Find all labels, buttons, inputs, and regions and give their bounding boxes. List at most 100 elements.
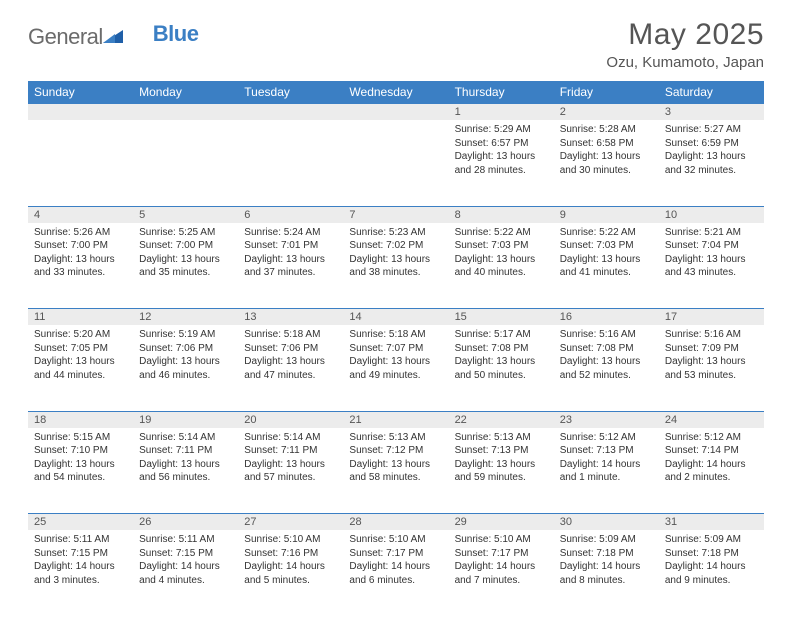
day-number: 8	[449, 207, 554, 223]
day-cell: Sunrise: 5:10 AMSunset: 7:17 PMDaylight:…	[449, 530, 554, 616]
location-text: Ozu, Kumamoto, Japan	[606, 54, 764, 71]
week-body-row: Sunrise: 5:26 AMSunset: 7:00 PMDaylight:…	[28, 223, 764, 309]
day-number-cell: 8	[449, 206, 554, 223]
sunrise-text: Sunrise: 5:11 AM	[139, 533, 232, 547]
day-cell: Sunrise: 5:13 AMSunset: 7:12 PMDaylight:…	[343, 428, 448, 514]
day-cell-body: Sunrise: 5:26 AMSunset: 7:00 PMDaylight:…	[28, 223, 133, 284]
day-number	[28, 104, 133, 108]
sunset-text: Sunset: 7:08 PM	[455, 342, 548, 356]
day-cell	[28, 120, 133, 206]
day-number: 19	[133, 412, 238, 428]
day-number-cell: 23	[554, 411, 659, 428]
sunset-text: Sunset: 7:06 PM	[244, 342, 337, 356]
day-cell-body: Sunrise: 5:11 AMSunset: 7:15 PMDaylight:…	[133, 530, 238, 591]
day-number-cell	[28, 104, 133, 121]
day-cell-body: Sunrise: 5:13 AMSunset: 7:13 PMDaylight:…	[449, 428, 554, 489]
day-number: 27	[238, 514, 343, 530]
day-number-cell	[343, 104, 448, 121]
sunrise-text: Sunrise: 5:19 AM	[139, 328, 232, 342]
day-number: 13	[238, 309, 343, 325]
sunrise-text: Sunrise: 5:13 AM	[349, 431, 442, 445]
day-header: Tuesday	[238, 81, 343, 104]
sunrise-text: Sunrise: 5:09 AM	[665, 533, 758, 547]
day-number: 28	[343, 514, 448, 530]
daylight-text: Daylight: 13 hours and 59 minutes.	[455, 458, 548, 485]
day-number-cell: 13	[238, 309, 343, 326]
day-number: 10	[659, 207, 764, 223]
sunset-text: Sunset: 7:07 PM	[349, 342, 442, 356]
day-number-cell: 2	[554, 104, 659, 121]
day-cell: Sunrise: 5:09 AMSunset: 7:18 PMDaylight:…	[554, 530, 659, 616]
sunset-text: Sunset: 7:03 PM	[455, 239, 548, 253]
sunset-text: Sunset: 7:15 PM	[139, 547, 232, 561]
day-number-cell: 5	[133, 206, 238, 223]
day-number: 11	[28, 309, 133, 325]
day-cell-body: Sunrise: 5:24 AMSunset: 7:01 PMDaylight:…	[238, 223, 343, 284]
day-cell-body: Sunrise: 5:19 AMSunset: 7:06 PMDaylight:…	[133, 325, 238, 386]
day-cell-body: Sunrise: 5:10 AMSunset: 7:17 PMDaylight:…	[343, 530, 448, 591]
day-cell: Sunrise: 5:23 AMSunset: 7:02 PMDaylight:…	[343, 223, 448, 309]
day-cell: Sunrise: 5:20 AMSunset: 7:05 PMDaylight:…	[28, 325, 133, 411]
sunset-text: Sunset: 7:13 PM	[455, 444, 548, 458]
sunset-text: Sunset: 7:00 PM	[34, 239, 127, 253]
sunset-text: Sunset: 7:00 PM	[139, 239, 232, 253]
logo-triangle-icon	[103, 27, 123, 48]
day-cell-body: Sunrise: 5:12 AMSunset: 7:13 PMDaylight:…	[554, 428, 659, 489]
sunrise-text: Sunrise: 5:17 AM	[455, 328, 548, 342]
day-number	[238, 104, 343, 108]
week-daynum-row: 123	[28, 104, 764, 121]
day-number: 17	[659, 309, 764, 325]
day-number-cell: 7	[343, 206, 448, 223]
day-cell-body: Sunrise: 5:17 AMSunset: 7:08 PMDaylight:…	[449, 325, 554, 386]
sunset-text: Sunset: 7:16 PM	[244, 547, 337, 561]
day-cell-body	[238, 120, 343, 127]
logo-text-general: General	[28, 24, 103, 50]
daylight-text: Daylight: 13 hours and 50 minutes.	[455, 355, 548, 382]
day-number: 9	[554, 207, 659, 223]
day-number-cell: 24	[659, 411, 764, 428]
day-number: 16	[554, 309, 659, 325]
logo: General Blue	[28, 18, 198, 50]
day-number-cell: 20	[238, 411, 343, 428]
day-number-cell: 3	[659, 104, 764, 121]
day-cell: Sunrise: 5:27 AMSunset: 6:59 PMDaylight:…	[659, 120, 764, 206]
day-cell: Sunrise: 5:12 AMSunset: 7:14 PMDaylight:…	[659, 428, 764, 514]
day-number	[343, 104, 448, 108]
daylight-text: Daylight: 14 hours and 5 minutes.	[244, 560, 337, 587]
day-cell: Sunrise: 5:18 AMSunset: 7:07 PMDaylight:…	[343, 325, 448, 411]
sunset-text: Sunset: 7:09 PM	[665, 342, 758, 356]
daylight-text: Daylight: 13 hours and 41 minutes.	[560, 253, 653, 280]
sunrise-text: Sunrise: 5:28 AM	[560, 123, 653, 137]
sunset-text: Sunset: 7:18 PM	[665, 547, 758, 561]
sunset-text: Sunset: 7:14 PM	[665, 444, 758, 458]
day-cell: Sunrise: 5:11 AMSunset: 7:15 PMDaylight:…	[28, 530, 133, 616]
day-number-cell: 31	[659, 514, 764, 531]
sunrise-text: Sunrise: 5:14 AM	[139, 431, 232, 445]
daylight-text: Daylight: 14 hours and 8 minutes.	[560, 560, 653, 587]
sunrise-text: Sunrise: 5:22 AM	[560, 226, 653, 240]
daylight-text: Daylight: 13 hours and 53 minutes.	[665, 355, 758, 382]
day-cell: Sunrise: 5:11 AMSunset: 7:15 PMDaylight:…	[133, 530, 238, 616]
day-number: 20	[238, 412, 343, 428]
day-cell-body: Sunrise: 5:20 AMSunset: 7:05 PMDaylight:…	[28, 325, 133, 386]
day-cell-body: Sunrise: 5:23 AMSunset: 7:02 PMDaylight:…	[343, 223, 448, 284]
daylight-text: Daylight: 14 hours and 4 minutes.	[139, 560, 232, 587]
daylight-text: Daylight: 13 hours and 56 minutes.	[139, 458, 232, 485]
sunrise-text: Sunrise: 5:18 AM	[244, 328, 337, 342]
day-number-cell: 11	[28, 309, 133, 326]
day-cell: Sunrise: 5:24 AMSunset: 7:01 PMDaylight:…	[238, 223, 343, 309]
day-cell: Sunrise: 5:18 AMSunset: 7:06 PMDaylight:…	[238, 325, 343, 411]
day-cell: Sunrise: 5:19 AMSunset: 7:06 PMDaylight:…	[133, 325, 238, 411]
day-header: Saturday	[659, 81, 764, 104]
day-cell: Sunrise: 5:21 AMSunset: 7:04 PMDaylight:…	[659, 223, 764, 309]
day-number: 7	[343, 207, 448, 223]
day-cell-body	[343, 120, 448, 127]
day-number-cell: 27	[238, 514, 343, 531]
day-cell-body: Sunrise: 5:27 AMSunset: 6:59 PMDaylight:…	[659, 120, 764, 181]
day-number-cell: 1	[449, 104, 554, 121]
day-cell: Sunrise: 5:10 AMSunset: 7:16 PMDaylight:…	[238, 530, 343, 616]
day-header: Thursday	[449, 81, 554, 104]
month-title: May 2025	[606, 18, 764, 52]
day-number: 12	[133, 309, 238, 325]
week-daynum-row: 18192021222324	[28, 411, 764, 428]
